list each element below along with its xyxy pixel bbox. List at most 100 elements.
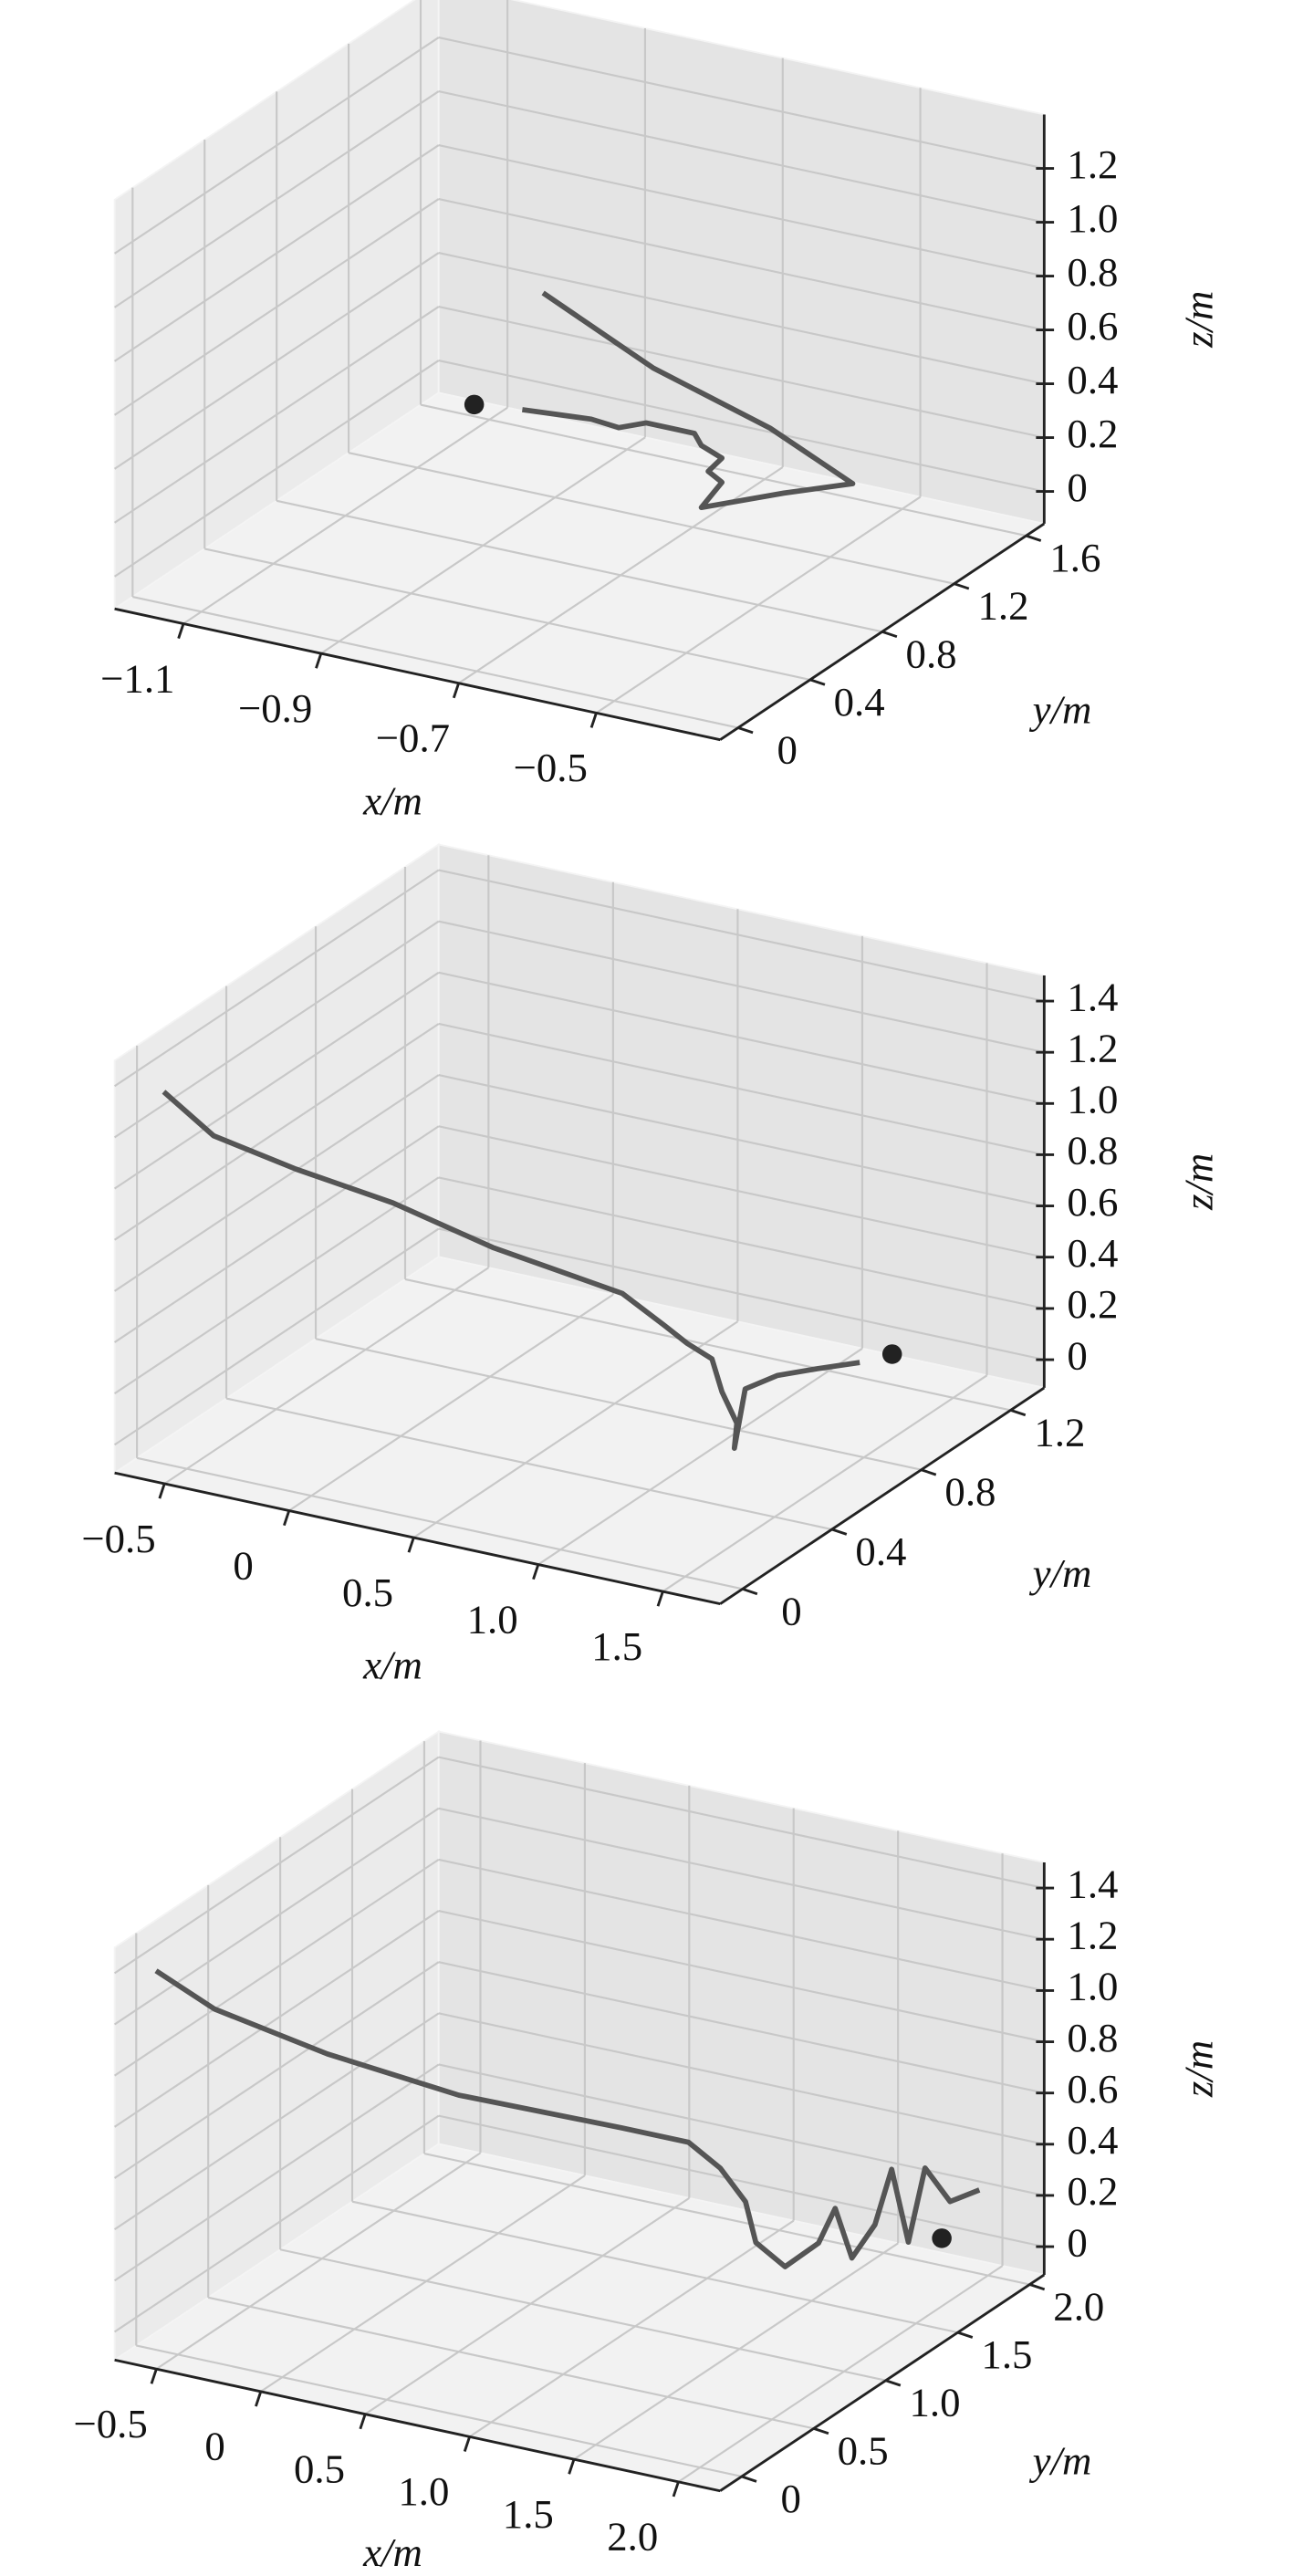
grid-line [438, 37, 1045, 170]
z-tick-label: 0.2 [1067, 411, 1118, 456]
grid-line [114, 2012, 440, 2230]
z-tick-label: 0 [1067, 1332, 1087, 1378]
z-tick-label: 0.4 [1067, 2117, 1118, 2163]
grid-line [412, 1320, 739, 1538]
grid-line [114, 1176, 440, 1395]
z-tick-label: 1.4 [1067, 974, 1118, 1019]
y-tick-label: 1.6 [1049, 535, 1100, 580]
x-tick-label: 1.0 [467, 1596, 518, 1642]
z-tick-label: 1.2 [1067, 1025, 1118, 1070]
grid-line [438, 1125, 1045, 1258]
y-tick [881, 630, 898, 639]
x-tick [589, 712, 598, 728]
z-axis-label: z/m [1176, 2040, 1222, 2098]
grid-line [204, 548, 811, 681]
y-tick-label: 0.4 [855, 1528, 906, 1574]
z-axis-label: z/m [1176, 1153, 1222, 1211]
grid-line [404, 1278, 1011, 1412]
x-tick [255, 2391, 263, 2407]
x-axis-label: x/m [362, 778, 422, 824]
grid-line [438, 144, 1045, 277]
grid-line [438, 2012, 1045, 2145]
z-tick-label: 0.6 [1067, 2066, 1118, 2112]
grid-line [438, 1807, 1045, 1941]
grid-line [114, 1023, 440, 1241]
x-tick [315, 652, 323, 669]
x-tick-label: −0.5 [514, 745, 588, 790]
grid-line [114, 2114, 440, 2333]
x-axis-label: x/m [362, 1643, 422, 1688]
grid-line [438, 971, 1045, 1105]
x-tick [463, 2435, 471, 2452]
x-tick [407, 1537, 415, 1553]
x-tick [672, 2481, 680, 2498]
grid-line [537, 1347, 863, 1566]
y-tick [813, 2426, 829, 2435]
grid-line [662, 1374, 988, 1592]
grid-line [114, 1910, 440, 2128]
x-tick-label: 0.5 [342, 1570, 393, 1615]
grid-line [573, 2242, 899, 2460]
z-tick-label: 0.4 [1067, 357, 1118, 402]
x-tick-label: 1.5 [591, 1623, 642, 1669]
y-tick-label: 0.4 [834, 679, 885, 725]
grid-line [114, 90, 440, 308]
z-tick-label: 0.8 [1067, 1128, 1118, 1173]
grid-line [438, 90, 1045, 224]
grid-line [276, 499, 882, 633]
start-marker [881, 1344, 902, 1364]
grid-line [114, 198, 440, 416]
grid-line [438, 1227, 1045, 1361]
y-axis-label: y/m [1029, 686, 1092, 732]
x-tick-label: −0.5 [73, 2401, 147, 2446]
grid-line [438, 305, 1045, 439]
x-tick-label: −0.7 [376, 715, 450, 761]
y-tick [742, 1587, 758, 1596]
grid-line [132, 595, 739, 729]
y-tick [885, 2379, 902, 2387]
grid-line [207, 2296, 815, 2430]
grid-line [351, 2200, 958, 2334]
start-marker [464, 394, 485, 415]
grid-line [438, 1022, 1045, 1156]
y-tick-label: 2.0 [1053, 2283, 1104, 2329]
grid-line [438, 920, 1045, 1054]
x-tick [158, 1483, 166, 1499]
x-tick [452, 683, 461, 699]
grid-line [288, 1293, 614, 1512]
y-tick-label: 1.0 [909, 2380, 960, 2425]
y-axis-label: y/m [1029, 1550, 1092, 1596]
z-tick-label: 0.8 [1067, 249, 1118, 295]
grid-line [469, 2219, 795, 2438]
z-tick-label: 0.2 [1067, 2168, 1118, 2214]
y-tick [831, 1528, 848, 1536]
z-tick-label: 0 [1067, 2219, 1087, 2265]
y-tick-label: 1.5 [981, 2331, 1032, 2377]
grid-line [438, 2114, 1045, 2248]
y-tick-label: 0.8 [906, 631, 957, 676]
y-tick [921, 1468, 937, 1476]
z-tick-label: 1.0 [1067, 195, 1118, 241]
grid-line [438, 1756, 1045, 1890]
grid-line [438, 1909, 1045, 2043]
y-axis [719, 1386, 1046, 1605]
grid-line [114, 1807, 440, 2026]
grid-line [677, 2265, 1004, 2483]
grid-line [225, 1397, 832, 1531]
trajectory [521, 290, 856, 511]
grid-line [438, 359, 1045, 493]
y-tick [1026, 534, 1042, 542]
grid-line [438, 1176, 1045, 1309]
grid-line [114, 1961, 440, 2179]
grid-line [155, 2152, 482, 2371]
x-axis [114, 1471, 721, 1606]
y-tick-label: 1.2 [977, 583, 1028, 629]
z-tick-label: 0.2 [1067, 1281, 1118, 1327]
grid-line [114, 144, 440, 362]
x-tick-label: 1.0 [398, 2468, 449, 2514]
grid-line [136, 2344, 743, 2478]
x-tick-label: 0 [233, 1542, 253, 1588]
grid-line [315, 1338, 922, 1471]
y-tick [954, 582, 970, 590]
grid-line [438, 251, 1045, 385]
